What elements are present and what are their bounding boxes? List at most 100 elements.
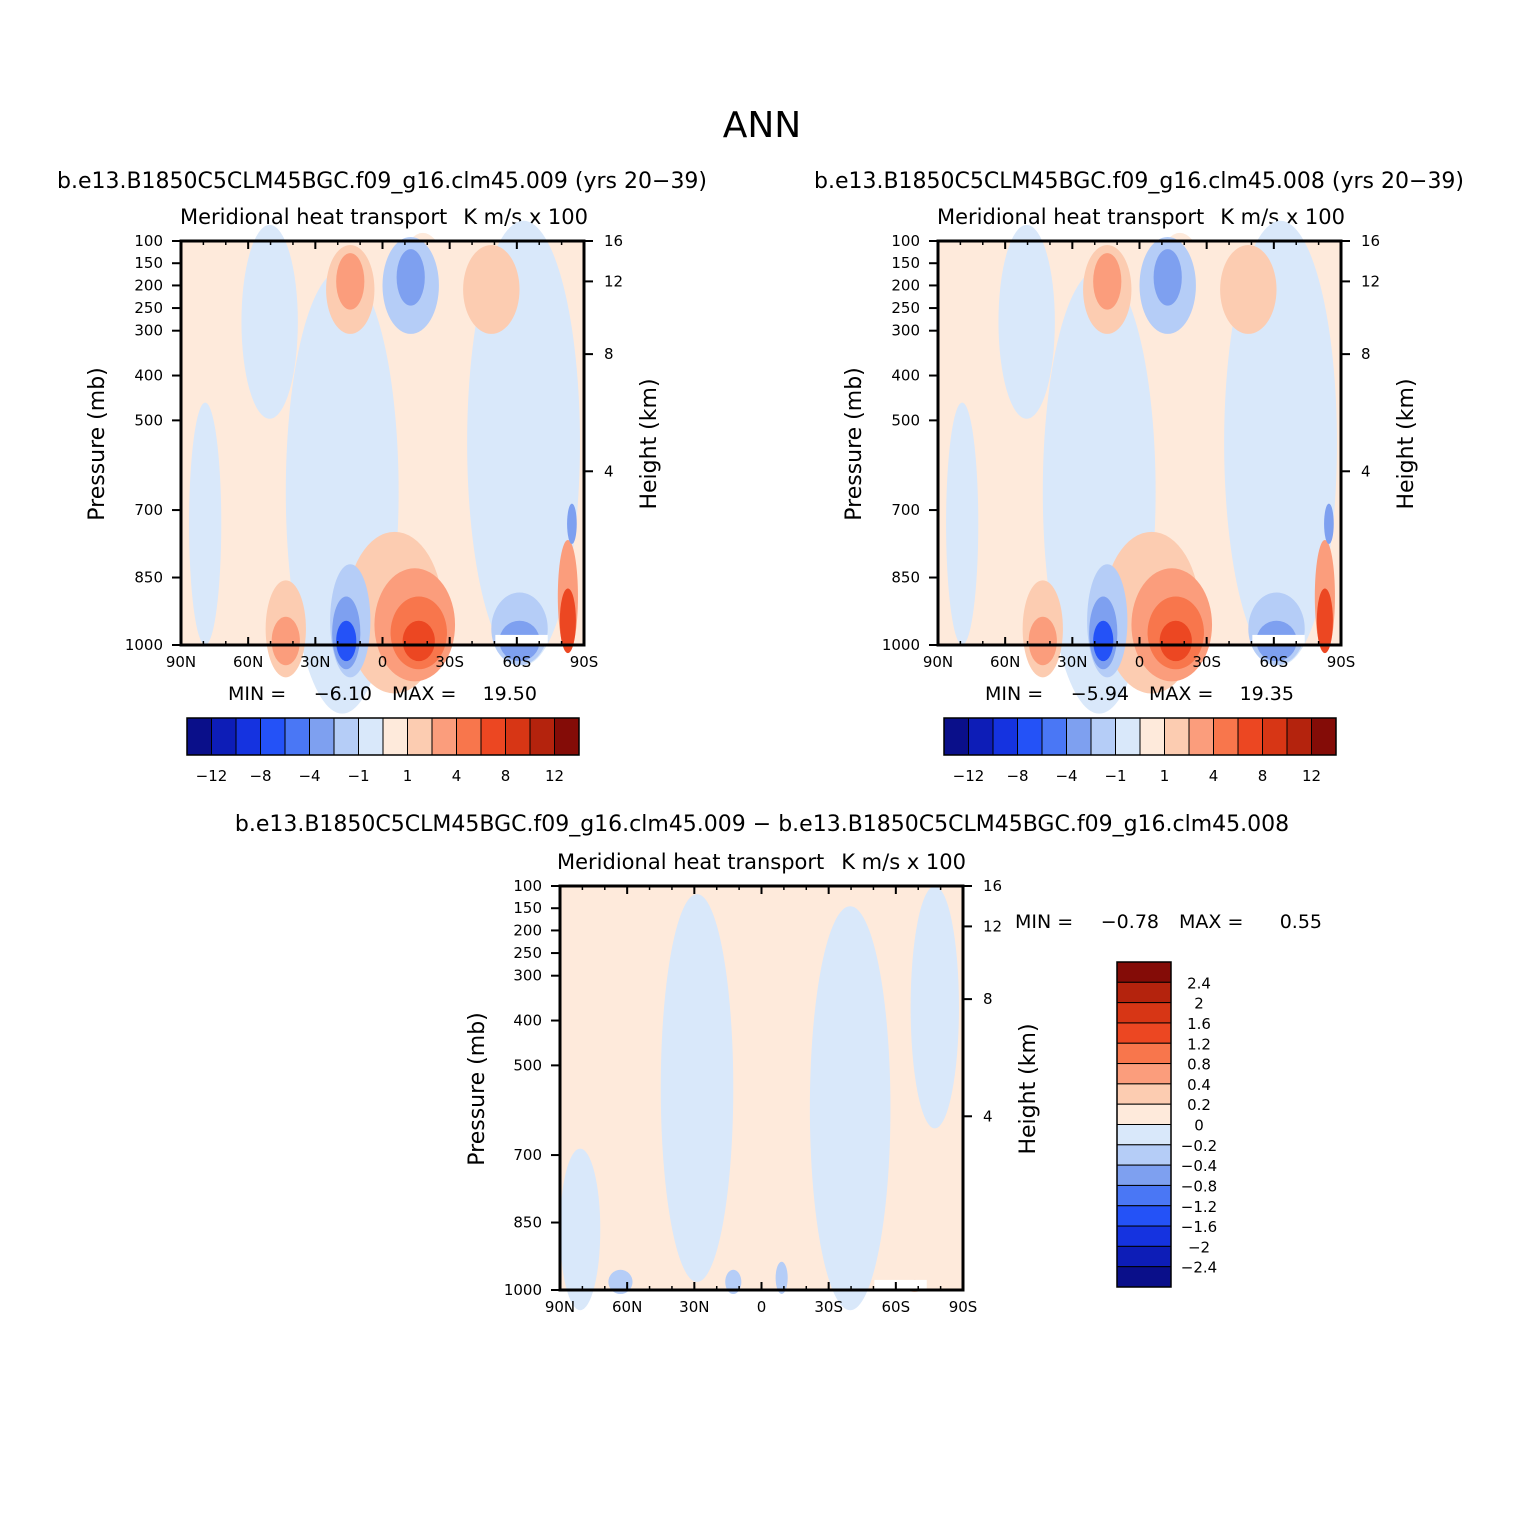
panel-left-colorbar-swatch: [235, 717, 261, 756]
panel-difference-missing-region: [874, 1279, 927, 1290]
panel-difference-max-value: 0.55: [1280, 911, 1322, 933]
panel-left-colorbar-swatch: [456, 717, 482, 756]
panel-left-x-tick-label: 60S: [503, 653, 532, 671]
panel-left-y2-tick-label: 4: [604, 462, 614, 480]
panel-right: b.e13.B1850C5CLM45BGC.f09_g16.clm45.008 …: [814, 169, 1464, 785]
panel-right-missing-region: [1252, 634, 1305, 645]
panel-difference-plot-area: 90N 60N 30N 0 30S 60S 90S 100 150 200 250 300 400 500…: [504, 877, 1002, 1316]
panel-difference-field-background: [560, 886, 963, 1290]
panel-left-colorbar-swatch: [211, 717, 237, 756]
panel-left-ylabel-right: Height (km): [637, 378, 662, 509]
panel-left-field-contour: [241, 224, 298, 419]
panel-difference-y-tick-label: 700: [513, 1146, 542, 1164]
panel-right-field-contour: [1220, 245, 1277, 334]
panel-difference-colorbar-label: 0.8: [1187, 1056, 1211, 1074]
panel-left-colorbar-label: −1: [347, 767, 369, 785]
panel-left-colorbar-label: −8: [249, 767, 271, 785]
panel-right-y-tick-label: 300: [891, 322, 920, 340]
panel-left-y-tick-label: 700: [134, 501, 163, 519]
panel-difference-y-tick-label: 200: [513, 921, 542, 939]
panel-difference-y-tick-label: 250: [513, 944, 542, 962]
panel-left-missing-region: [495, 634, 548, 645]
panel-right-x-tick-label: 30S: [1192, 653, 1221, 671]
panel-difference-colorbar-swatch: [1116, 1083, 1172, 1105]
panel-difference-colorbar-swatch: [1116, 1042, 1172, 1065]
panel-left-y-tick-label: 850: [134, 569, 163, 587]
panel-difference-colorbar-label: 0: [1194, 1117, 1204, 1135]
panel-left-field-contour: [336, 620, 357, 662]
panel-left-colorbar: −12 −8 −4 −1 1 4 8 12: [186, 717, 580, 785]
panel-left-colorbar-swatch: [333, 717, 359, 756]
panel-right-x-tick-label: 60N: [990, 653, 1020, 671]
panel-left-colorbar-swatch: [407, 717, 433, 756]
panel-difference-y-tick-label: 150: [513, 899, 542, 917]
panel-right-ylabel: Pressure (mb): [842, 367, 867, 521]
panel-left-field-contour: [189, 402, 222, 645]
panel-right-field-contour: [1093, 253, 1122, 310]
panel-right-colorbar-label: 12: [1302, 767, 1321, 785]
panel-difference-y-tick-label: 500: [513, 1056, 542, 1074]
panel-right-colorbar-swatch: [1066, 717, 1092, 756]
panel-difference-colorbar-label: 0.4: [1187, 1076, 1211, 1094]
panel-left-colorbar-swatch: [284, 717, 310, 756]
panel-left-colorbar-label: 8: [501, 767, 511, 785]
panel-right-y-tick-label: 150: [891, 254, 920, 272]
panel-difference-colorbar-label: −0.2: [1181, 1137, 1217, 1155]
panel-left-colorbar-frame: [186, 717, 580, 756]
panel-difference-colorbar-swatch: [1116, 1266, 1172, 1288]
panel-right-y2-tick-label: 12: [1361, 272, 1380, 290]
panel-difference-x-tick-label: 30N: [679, 1298, 709, 1316]
panel-difference-y-tick-label: 300: [513, 967, 542, 985]
panel-difference-colorbar-swatch: [1116, 1164, 1172, 1186]
panel-right-colorbar-swatch: [1115, 717, 1141, 756]
panel-right-ylabel-right: Height (km): [1394, 378, 1419, 509]
panel-difference-x-tick-label: 30S: [814, 1298, 843, 1316]
panel-left-min-label: MIN =: [228, 683, 286, 705]
panel-difference-colorbar-swatch: [1116, 1103, 1172, 1125]
panel-difference-colorbar-swatch: [1116, 1144, 1172, 1166]
panel-difference-field-contour: [560, 1148, 601, 1311]
panel-difference-x-tick-label: 90N: [545, 1298, 575, 1316]
panel-difference-y-tick-label: 1000: [504, 1281, 542, 1299]
panel-left-colorbar-swatch: [309, 717, 335, 756]
panel-left-plot-area: 90N 60N 30N 0 30S 60S 90S 100 150 200 250 300 400 500…: [125, 220, 623, 714]
panel-right-colorbar-swatch: [943, 717, 969, 756]
panel-left-colorbar-swatch: [260, 717, 286, 756]
panel-right-x-tick-label: 90N: [923, 653, 953, 671]
panel-difference-title: b.e13.B1850C5CLM45BGC.f09_g16.clm45.009 …: [235, 812, 1289, 837]
panel-right-colorbar-swatch: [1188, 717, 1214, 756]
panel-right-field-contour: [1316, 588, 1333, 654]
panel-left-y-tick-label: 100: [134, 232, 163, 250]
panel-left-title: b.e13.B1850C5CLM45BGC.f09_g16.clm45.009 …: [57, 169, 707, 194]
panel-right-max-label: MAX =: [1149, 683, 1213, 705]
panel-right-x-tick-label: 30N: [1057, 653, 1087, 671]
panel-difference: b.e13.B1850C5CLM45BGC.f09_g16.clm45.009 …: [235, 812, 1322, 1316]
main-title: ANN: [723, 105, 802, 146]
panel-difference-colorbar-label: 1.2: [1187, 1035, 1211, 1053]
panel-right-colorbar-swatch: [1237, 717, 1263, 756]
panel-left-colorbar-swatch: [529, 717, 555, 756]
panel-difference-max-label: MAX =: [1179, 911, 1243, 933]
panel-left-x-tick-label: 30N: [300, 653, 330, 671]
panel-difference-y2-tick-label: 4: [983, 1107, 993, 1125]
panel-right-colorbar-label: −4: [1055, 767, 1077, 785]
panel-right-field-contour: [1153, 249, 1182, 306]
panel-difference-colorbar-swatch: [1116, 1002, 1172, 1024]
panel-difference-y-tick-label: 100: [513, 877, 542, 895]
panel-left-colorbar-label: −12: [196, 767, 228, 785]
panel-difference-y-tick-label: 850: [513, 1214, 542, 1232]
panel-difference-colorbar-label: −2.4: [1181, 1259, 1217, 1277]
panel-right-field-contour: [1028, 616, 1057, 666]
panel-right-colorbar-label: −1: [1104, 767, 1126, 785]
panel-right-colorbar: −12 −8 −4 −1 1 4 8 12: [943, 717, 1337, 785]
panel-left-x-tick-label: 30S: [435, 653, 464, 671]
panel-left-colorbar-label: 4: [452, 767, 462, 785]
panel-left-colorbar-swatch: [382, 717, 408, 756]
panel-left-y-tick-label: 400: [134, 367, 163, 385]
panel-right-colorbar-swatch: [1017, 717, 1043, 756]
panel-right-colorbar-swatch: [1041, 717, 1067, 756]
panel-right-colorbar-label: 4: [1209, 767, 1219, 785]
panel-difference-colorbar-label: −0.8: [1181, 1177, 1217, 1195]
panel-right-max-value: 19.35: [1240, 683, 1294, 705]
